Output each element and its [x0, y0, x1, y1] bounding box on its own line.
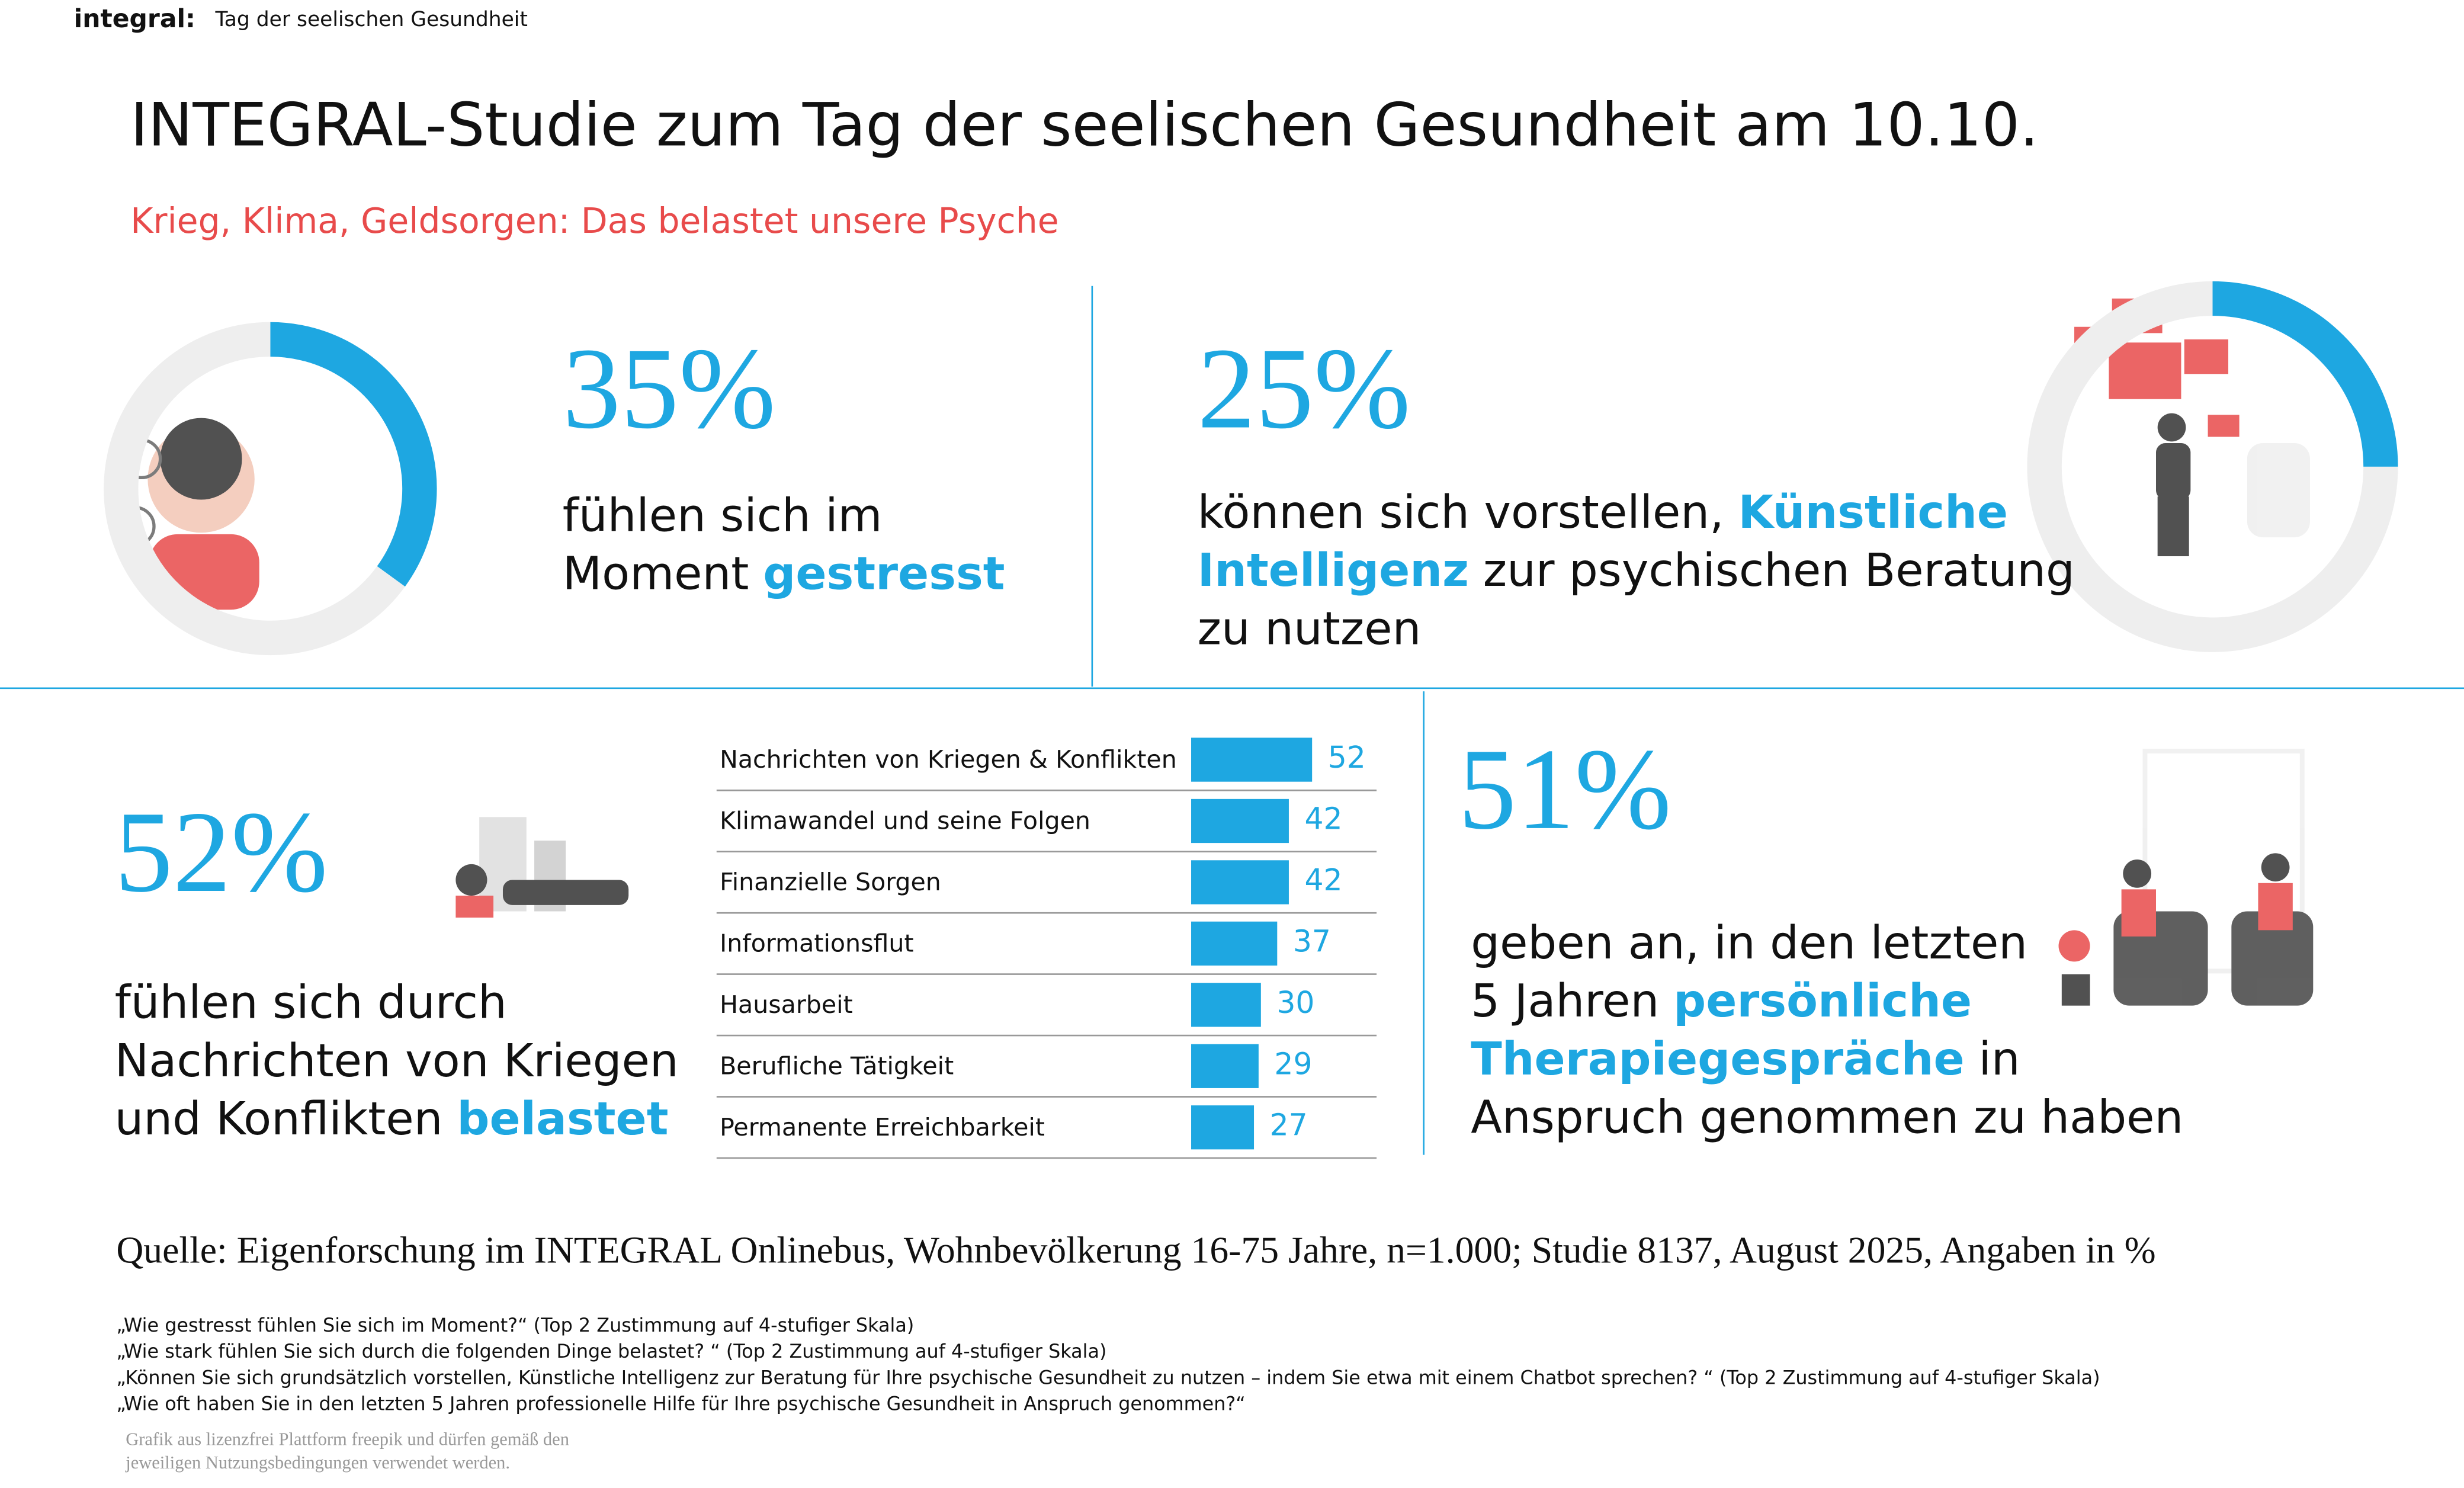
- bar: [1191, 921, 1278, 966]
- bar-label: Hausarbeit: [720, 990, 853, 1019]
- bar: [1191, 1044, 1259, 1088]
- text-segment: Intelligenz: [1198, 544, 1469, 597]
- text-segment: 5 Jahren: [1471, 975, 1659, 1028]
- footnote: „Wie stark fühlen Sie sich durch die fol…: [116, 1340, 1106, 1362]
- logo: integral:: [74, 5, 195, 34]
- panel-text: geben an, in den letzten: [1471, 917, 2027, 970]
- illustration: [455, 817, 629, 918]
- text-segment: Künstliche: [1738, 486, 2008, 539]
- donut-segment: [2027, 281, 2398, 652]
- footnote: „Wie oft haben Sie in den letzten 5 Jahr…: [116, 1393, 1245, 1415]
- bar: [1191, 860, 1289, 905]
- panel-text: Intelligenz zur psychischen Beratung: [1198, 544, 2075, 597]
- bar-label: Nachrichten von Kriegen & Konflikten: [720, 745, 1177, 774]
- bar: [1191, 1105, 1255, 1150]
- footnote: „Können Sie sich grundsätzlich vorstelle…: [116, 1366, 2100, 1388]
- text-segment: können sich vorstellen,: [1198, 486, 1724, 539]
- big-figure: 51%: [1458, 725, 1671, 854]
- illustration: [2058, 748, 2314, 1006]
- text-segment: persönliche: [1673, 975, 1972, 1028]
- panel-text: Nachrichten von Kriegen: [115, 1035, 679, 1088]
- text-segment: Moment: [563, 547, 749, 600]
- value-label: 37: [1293, 923, 1331, 958]
- bar: [1191, 983, 1261, 1027]
- bar: [1191, 737, 1313, 782]
- panel-text: Anspruch genommen zu haben: [1471, 1091, 2183, 1144]
- text-segment: in: [1979, 1033, 2020, 1086]
- donut-segment: [2212, 281, 2398, 467]
- bar-label: Finanzielle Sorgen: [720, 868, 941, 896]
- donut-segment: [270, 322, 437, 587]
- value-label: 42: [1304, 862, 1342, 897]
- value-label: 42: [1304, 801, 1342, 836]
- bar-label: Permanente Erreichbarkeit: [720, 1113, 1045, 1141]
- text-segment: geben an, in den letzten: [1471, 917, 2027, 970]
- big-figure: 52%: [115, 788, 328, 916]
- panel-text: fühlen sich im: [563, 489, 883, 542]
- text-segment: fühlen sich im: [563, 489, 883, 542]
- header-tag: Tag der seelischen Gesundheit: [214, 8, 527, 31]
- panel-text: und Konflikten belastet: [115, 1093, 669, 1146]
- illustration: [114, 418, 259, 610]
- bar: [1191, 798, 1289, 844]
- bar-label: Berufliche Tätigkeit: [720, 1051, 954, 1080]
- value-label: 52: [1328, 740, 1366, 775]
- value-label: 27: [1270, 1108, 1308, 1143]
- panel-text: zu nutzen: [1198, 602, 1422, 655]
- big-figure: 25%: [1198, 324, 1411, 453]
- text-segment: und Konflikten: [115, 1093, 443, 1146]
- value-label: 30: [1276, 985, 1314, 1020]
- panel-text: Moment gestresst: [563, 547, 1005, 600]
- credit: Grafik aus lizenzfrei Plattform freepik …: [126, 1429, 569, 1449]
- panel-text: 5 Jahren persönliche: [1471, 975, 1972, 1028]
- text-segment: zur psychischen Beratung: [1483, 544, 2075, 597]
- source: Quelle: Eigenforschung im INTEGRAL Onlin…: [116, 1229, 2155, 1271]
- text-segment: Nachrichten von Kriegen: [115, 1035, 679, 1088]
- text-segment: gestresst: [763, 547, 1005, 600]
- text-segment: belastet: [457, 1093, 668, 1146]
- donut-segment: [104, 322, 405, 656]
- text-segment: fühlen sich durch: [115, 977, 507, 1030]
- text-segment: zu nutzen: [1198, 602, 1422, 655]
- panel-text: können sich vorstellen, Künstliche: [1198, 486, 2008, 539]
- text-segment: Anspruch genommen zu haben: [1471, 1091, 2183, 1144]
- panel-text: Therapiegespräche in: [1471, 1033, 2020, 1086]
- text-segment: Therapiegespräche: [1471, 1033, 1964, 1086]
- title: INTEGRAL-Studie zum Tag der seelischen G…: [130, 89, 2039, 159]
- footnote: „Wie gestresst fühlen Sie sich im Moment…: [116, 1314, 914, 1336]
- illustration: [2074, 298, 2310, 557]
- subtitle: Krieg, Klima, Geldsorgen: Das belastet u…: [130, 201, 1058, 241]
- bar-label: Informationsflut: [720, 929, 913, 958]
- big-figure: 35%: [563, 324, 776, 453]
- bar-label: Klimawandel und seine Folgen: [720, 807, 1090, 835]
- value-label: 29: [1274, 1046, 1312, 1081]
- panel-text: fühlen sich durch: [115, 977, 507, 1030]
- credit: jeweiligen Nutzungsbedingungen verwendet…: [125, 1452, 510, 1473]
